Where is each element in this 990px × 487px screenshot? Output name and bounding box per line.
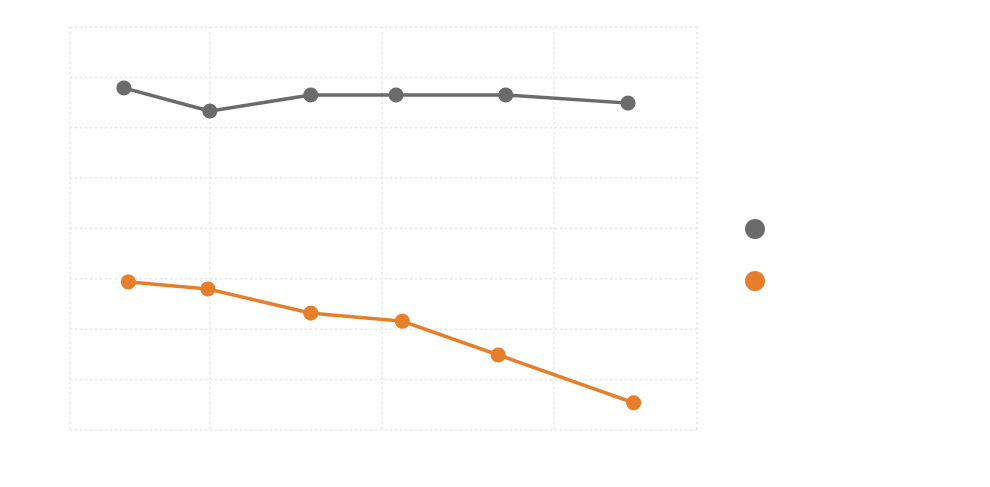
data-point bbox=[120, 274, 136, 290]
data-point bbox=[388, 87, 404, 103]
data-point bbox=[200, 281, 216, 297]
legend bbox=[745, 219, 765, 291]
data-point bbox=[202, 103, 218, 119]
data-point bbox=[303, 87, 319, 103]
series-line-1 bbox=[123, 86, 629, 113]
data-point bbox=[303, 305, 319, 321]
series-line-2 bbox=[128, 280, 635, 405]
data-point bbox=[626, 395, 642, 411]
data-point bbox=[490, 347, 506, 363]
grid bbox=[69, 26, 698, 431]
data-point bbox=[620, 95, 636, 111]
data-point bbox=[394, 313, 410, 329]
data-point bbox=[498, 87, 514, 103]
data-point bbox=[116, 80, 132, 96]
legend-marker-2 bbox=[745, 271, 765, 291]
legend-marker-1 bbox=[745, 219, 765, 239]
series-layer bbox=[116, 80, 642, 411]
